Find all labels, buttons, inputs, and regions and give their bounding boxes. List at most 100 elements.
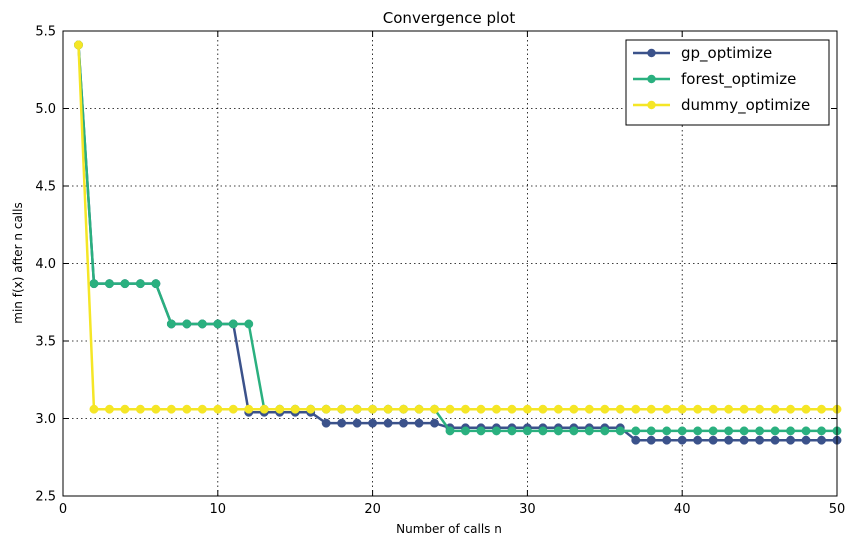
- y-tick-label: 3.0: [35, 412, 56, 427]
- data-point-forest-optimize: [476, 426, 486, 436]
- data-point-dummy-optimize: [135, 404, 145, 414]
- data-point-gp-optimize: [677, 435, 687, 445]
- data-point-dummy-optimize: [615, 404, 625, 414]
- data-point-gp-optimize: [662, 435, 672, 445]
- y-tick-label: 4.0: [35, 257, 56, 272]
- data-point-dummy-optimize: [182, 404, 192, 414]
- data-point-forest-optimize: [801, 426, 811, 436]
- data-point-dummy-optimize: [337, 404, 347, 414]
- data-point-dummy-optimize: [120, 404, 130, 414]
- x-tick-label: 0: [59, 502, 67, 517]
- data-point-gp-optimize: [801, 435, 811, 445]
- data-point-forest-optimize: [244, 319, 254, 329]
- data-point-forest-optimize: [197, 319, 207, 329]
- data-point-dummy-optimize: [259, 404, 269, 414]
- data-point-dummy-optimize: [197, 404, 207, 414]
- data-point-dummy-optimize: [213, 404, 223, 414]
- data-point-forest-optimize: [646, 426, 656, 436]
- data-point-dummy-optimize: [569, 404, 579, 414]
- data-point-dummy-optimize: [786, 404, 796, 414]
- data-point-dummy-optimize: [770, 404, 780, 414]
- data-point-dummy-optimize: [352, 404, 362, 414]
- data-point-dummy-optimize: [553, 404, 563, 414]
- data-point-forest-optimize: [166, 319, 176, 329]
- data-point-dummy-optimize: [166, 404, 176, 414]
- data-point-forest-optimize: [461, 426, 470, 436]
- data-point-dummy-optimize: [244, 404, 254, 414]
- data-point-gp-optimize: [755, 435, 765, 445]
- data-point-gp-optimize: [770, 435, 780, 445]
- data-point-forest-optimize: [755, 426, 765, 436]
- data-point-dummy-optimize: [151, 404, 161, 414]
- y-axis-label: min f(x) after n calls: [11, 202, 25, 323]
- series-group: [74, 40, 842, 445]
- data-point-gp-optimize: [708, 435, 718, 445]
- chart-title: Convergence plot: [383, 9, 516, 27]
- data-point-gp-optimize: [321, 418, 331, 428]
- data-point-dummy-optimize: [693, 404, 703, 414]
- data-point-forest-optimize: [817, 426, 826, 436]
- data-point-gp-optimize: [739, 435, 749, 445]
- data-point-forest-optimize: [693, 426, 703, 436]
- data-point-dummy-optimize: [522, 404, 532, 414]
- data-point-dummy-optimize: [228, 404, 238, 414]
- y-tick-label: 2.5: [35, 490, 56, 505]
- data-point-dummy-optimize: [445, 404, 455, 414]
- x-tick-label: 40: [674, 502, 691, 517]
- data-point-dummy-optimize: [368, 404, 378, 414]
- data-point-gp-optimize: [414, 418, 424, 428]
- data-point-gp-optimize: [383, 418, 393, 428]
- data-point-dummy-optimize: [491, 404, 501, 414]
- x-axis-label: Number of calls n: [396, 522, 502, 536]
- x-tick-labels: 0 10 20 30 40 50: [59, 502, 845, 517]
- data-point-forest-optimize: [615, 426, 625, 436]
- data-point-dummy-optimize: [476, 404, 486, 414]
- x-tick-label: 20: [364, 502, 381, 517]
- data-point-dummy-optimize: [507, 404, 517, 414]
- y-tick-label: 3.5: [35, 335, 56, 350]
- data-point-gp-optimize: [786, 435, 796, 445]
- data-point-dummy-optimize: [646, 404, 656, 414]
- data-point-dummy-optimize: [290, 404, 300, 414]
- data-point-dummy-optimize: [724, 404, 734, 414]
- data-point-forest-optimize: [228, 319, 238, 329]
- data-point-gp-optimize: [430, 418, 439, 428]
- data-point-forest-optimize: [522, 426, 532, 436]
- y-tick-label: 5.5: [35, 25, 56, 40]
- data-point-gp-optimize: [693, 435, 703, 445]
- y-tick-label: 4.5: [35, 180, 56, 195]
- data-point-dummy-optimize: [538, 404, 548, 414]
- data-point-forest-optimize: [445, 426, 455, 436]
- legend-marker-dummy-optimize: [647, 100, 656, 110]
- data-point-forest-optimize: [151, 279, 161, 289]
- data-point-gp-optimize: [352, 418, 362, 428]
- data-point-forest-optimize: [786, 426, 796, 436]
- data-point-gp-optimize: [724, 435, 734, 445]
- data-point-dummy-optimize: [104, 404, 114, 414]
- data-point-gp-optimize: [399, 418, 409, 428]
- data-point-forest-optimize: [553, 426, 563, 436]
- legend-label-dummy-optimize: dummy_optimize: [681, 96, 810, 115]
- data-point-dummy-optimize: [817, 404, 826, 414]
- data-point-dummy-optimize: [662, 404, 672, 414]
- data-point-forest-optimize: [491, 426, 501, 436]
- data-point-dummy-optimize: [321, 404, 331, 414]
- data-point-dummy-optimize: [584, 404, 594, 414]
- data-point-gp-optimize: [817, 435, 826, 445]
- data-point-forest-optimize: [708, 426, 718, 436]
- legend-marker-gp-optimize: [647, 48, 656, 58]
- plot-frame: [62, 30, 838, 497]
- data-point-forest-optimize: [569, 426, 579, 436]
- data-point-forest-optimize: [182, 319, 192, 329]
- data-point-forest-optimize: [739, 426, 749, 436]
- x-tick-label: 50: [829, 502, 846, 517]
- data-point-dummy-optimize: [275, 404, 285, 414]
- data-point-gp-optimize: [646, 435, 656, 445]
- data-point-dummy-optimize: [74, 40, 83, 50]
- data-point-gp-optimize: [631, 435, 641, 445]
- data-point-forest-optimize: [120, 279, 130, 289]
- data-point-dummy-optimize: [600, 404, 610, 414]
- data-point-gp-optimize: [337, 418, 347, 428]
- data-point-dummy-optimize: [801, 404, 811, 414]
